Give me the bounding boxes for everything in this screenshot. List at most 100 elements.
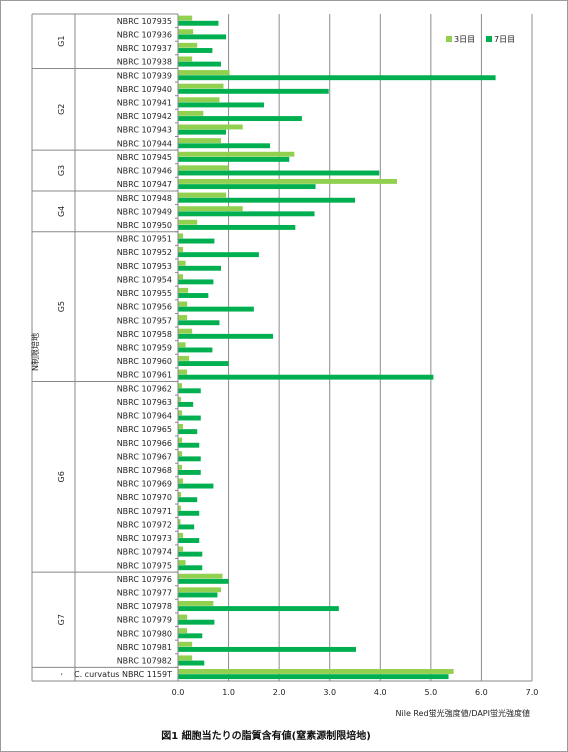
bar-day3 — [178, 451, 183, 457]
bar-day7 — [178, 415, 201, 421]
bar-day3 — [178, 315, 188, 321]
bar-day7 — [178, 293, 209, 298]
x-axis: 0.0 1.0 2.0 3.0 4.0 5.0 6.0 7.0 — [172, 13, 538, 697]
bar-day3 — [178, 247, 184, 252]
bar-day7 — [178, 48, 213, 53]
category-label: NBRC 107962 — [117, 384, 172, 393]
bar-day3 — [178, 573, 223, 579]
x-tick-label: 6.0 — [475, 688, 488, 697]
category-label: NBRC 107941 — [117, 98, 172, 107]
bar-day7 — [178, 374, 434, 380]
category-label: NBRC 107963 — [117, 398, 172, 407]
bar-day3 — [178, 369, 188, 375]
bar-day7 — [178, 170, 380, 176]
bars — [178, 15, 496, 680]
category-label: NBRC 107949 — [117, 207, 172, 216]
bar-day3 — [178, 464, 183, 470]
bar-day7 — [178, 333, 274, 339]
bar-day7 — [178, 102, 264, 108]
bar-day7 — [178, 34, 227, 40]
bar-day7 — [178, 619, 215, 625]
category-label: NBRC 107943 — [117, 126, 172, 135]
bar-day7 — [178, 61, 221, 67]
category-label: NBRC 107955 — [117, 289, 172, 298]
bar-day7 — [178, 320, 220, 326]
bar-day7 — [178, 306, 254, 312]
category-label: NBRC 107946 — [117, 167, 172, 176]
bar-day7 — [178, 442, 200, 448]
category-label: NBRC 107954 — [117, 275, 172, 284]
bar-day3 — [178, 42, 198, 48]
category-label: NBRC 107961 — [117, 371, 172, 380]
bar-day3 — [178, 641, 193, 647]
category-label: NBRC 107976 — [117, 575, 172, 584]
bar-day3 — [178, 532, 184, 538]
category-label: NBRC 107978 — [117, 602, 172, 611]
x-tick-label: 3.0 — [323, 688, 336, 697]
bar-day7 — [178, 524, 195, 530]
bar-day7 — [178, 483, 214, 489]
category-label: NBRC 107980 — [117, 629, 172, 638]
category-label: NBRC 107979 — [117, 616, 172, 625]
group-label: G3 — [57, 165, 66, 176]
category-label: C. curvatus NBRC 1159T — [74, 670, 172, 679]
category-label: NBRC 107959 — [117, 344, 172, 353]
bar-day3 — [178, 233, 184, 239]
bar-day7 — [178, 75, 496, 81]
category-label: NBRC 107937 — [117, 44, 172, 53]
bar-day7 — [178, 456, 201, 462]
bar-day3 — [178, 424, 184, 429]
bar-day3 — [178, 328, 193, 334]
bar-day7 — [178, 156, 290, 162]
legend: 3日目 7日目 — [446, 35, 515, 44]
x-axis-title: Nile Red蛍光強度値/DAPI蛍光強度値 — [396, 708, 530, 718]
bar-day3 — [178, 29, 194, 35]
bar-day3 — [178, 260, 186, 266]
bar-day7 — [178, 116, 302, 121]
category-label: NBRC 107981 — [117, 643, 172, 652]
group-label: G2 — [57, 104, 66, 115]
bar-day7 — [178, 184, 316, 190]
bar-day7 — [178, 538, 200, 543]
bar-day7 — [178, 347, 213, 353]
bar-day3 — [178, 546, 184, 552]
bar-day7 — [178, 224, 296, 230]
bar-day3 — [178, 287, 189, 293]
bar-day3 — [178, 178, 397, 184]
category-label: NBRC 107952 — [117, 248, 172, 257]
bar-day3 — [178, 97, 220, 103]
category-label: NBRC 107975 — [117, 561, 172, 570]
category-label: NBRC 107935 — [117, 17, 172, 26]
bar-day3 — [178, 669, 454, 674]
bar-day3 — [178, 560, 186, 566]
group-label: G6 — [57, 471, 66, 482]
category-label: NBRC 107936 — [117, 30, 172, 39]
category-label: NBRC 107964 — [117, 412, 172, 421]
y-axis-title: N制限培地 — [30, 333, 40, 371]
bar-day3 — [178, 56, 193, 62]
category-label: NBRC 107957 — [117, 316, 172, 325]
bar-day3 — [178, 342, 186, 348]
bar-day3 — [178, 124, 243, 130]
bar-day7 — [178, 551, 203, 557]
legend-label: 7日目 — [494, 35, 515, 44]
category-label: NBRC 107956 — [117, 303, 172, 312]
bar-day3 — [178, 70, 230, 75]
category-label: NBRC 107970 — [117, 493, 172, 502]
category-label: NBRC 107974 — [117, 548, 172, 557]
category-label: NBRC 107966 — [117, 439, 172, 448]
bar-day3 — [178, 478, 184, 484]
bar-day7 — [178, 578, 229, 584]
x-tick-label: 2.0 — [273, 688, 286, 697]
category-label: NBRC 107960 — [117, 357, 172, 366]
bar-day3 — [178, 396, 182, 402]
bar-day3 — [178, 219, 198, 225]
category-label-area: NBRC 107935 NBRC 107936 NBRC 107937 NBRC 10… — [31, 13, 178, 682]
category-label: NBRC 107945 — [117, 153, 172, 162]
bar-day3 — [178, 83, 224, 89]
bar-day3 — [178, 206, 243, 212]
bar-day3 — [178, 628, 188, 634]
bar-day3 — [178, 15, 193, 21]
bar-day3 — [178, 587, 221, 593]
category-label: NBRC 107948 — [117, 194, 172, 203]
